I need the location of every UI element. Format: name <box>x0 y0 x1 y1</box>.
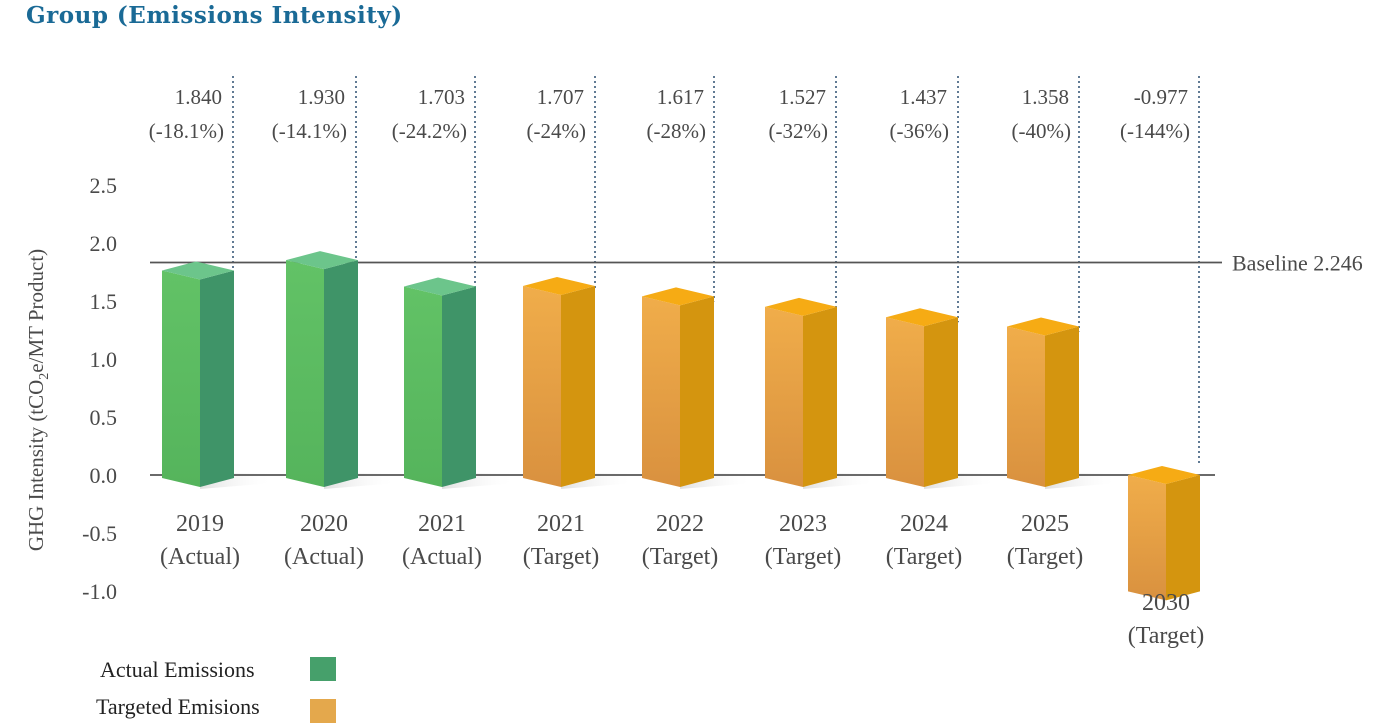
change-label: (-24%) <box>527 119 586 143</box>
guide-lines <box>232 76 1200 466</box>
value-label: 1.617 <box>657 85 704 109</box>
y-tick-label: -0.5 <box>82 521 117 546</box>
value-label: 1.840 <box>175 85 222 109</box>
y-tick-label: 1.5 <box>90 289 118 314</box>
bar-side <box>442 286 476 487</box>
bar-side <box>924 317 958 487</box>
category-year: 2022 <box>656 511 704 537</box>
change-label: (-36%) <box>890 119 949 143</box>
y-tick-label: -1.0 <box>82 579 117 604</box>
category-kind: (Target) <box>1007 544 1084 570</box>
y-tick-label: 2.0 <box>90 231 118 256</box>
y-axis: 2.5 2.0 1.5 1.0 0.5 0.0 -0.5 -1.0 <box>82 173 117 604</box>
value-label: 1.437 <box>900 85 947 109</box>
legend-label-targeted: Targeted Emisions <box>96 694 260 719</box>
category-year: 2025 <box>1021 511 1069 537</box>
bar <box>1007 317 1079 487</box>
category-kind: (Target) <box>765 544 842 570</box>
change-label: (-40%) <box>1012 119 1071 143</box>
bar-front <box>765 306 803 487</box>
category-kind: (Actual) <box>402 544 482 570</box>
y-tick-label: 2.5 <box>90 173 118 198</box>
bar-top <box>886 308 958 327</box>
category-kind: (Actual) <box>160 544 240 570</box>
bar-front <box>523 285 561 487</box>
bar <box>886 308 958 487</box>
bar <box>523 276 595 487</box>
chart-title: Group (Emissions Intensity) <box>26 2 403 29</box>
bar-front <box>404 286 442 487</box>
category-kind: (Target) <box>886 544 963 570</box>
bar-front <box>1007 326 1045 487</box>
bar-top <box>162 261 234 280</box>
change-label: (-18.1%) <box>149 119 224 143</box>
category-year: 2021 <box>537 511 585 537</box>
value-label: 1.703 <box>418 85 465 109</box>
category-kind: (Actual) <box>284 544 364 570</box>
change-label: (-144%) <box>1120 119 1190 143</box>
bar-side <box>680 296 714 487</box>
legend-swatch-targeted <box>310 699 336 723</box>
bar-side <box>324 260 358 487</box>
category-year: 2019 <box>176 511 224 537</box>
bar <box>286 251 358 487</box>
bar <box>1128 466 1200 601</box>
y-tick-label: 0.5 <box>90 405 118 430</box>
category-year: 2030 <box>1142 590 1190 616</box>
bar <box>642 287 714 487</box>
bar-front <box>286 260 324 487</box>
category-year: 2024 <box>900 511 948 537</box>
value-label: 1.358 <box>1022 85 1069 109</box>
bar-side <box>803 306 837 487</box>
bar-top <box>404 277 476 296</box>
bar-front <box>162 270 200 487</box>
change-label: (-24.2%) <box>392 119 467 143</box>
category-year: 2021 <box>418 511 466 537</box>
bar <box>162 261 234 487</box>
bar-front <box>642 296 680 487</box>
bar-top <box>1007 317 1079 336</box>
value-label: 1.707 <box>537 85 584 109</box>
bar-top <box>286 251 358 270</box>
bars <box>162 251 1200 601</box>
labels: 1.840 (-18.1%) 2019 (Actual) 1.930 (-14.1%) 20… <box>149 85 1204 649</box>
change-label: (-32%) <box>769 119 828 143</box>
bar <box>404 277 476 487</box>
bar-side <box>1045 326 1079 487</box>
y-axis-label: GHG Intensity (tCO2e/MT Product) <box>24 249 52 551</box>
bar <box>765 297 837 487</box>
category-year: 2020 <box>300 511 348 537</box>
legend-swatch-actual <box>310 657 336 681</box>
bar-top <box>642 287 714 306</box>
bar-top <box>1128 466 1200 484</box>
change-label: (-14.1%) <box>272 119 347 143</box>
y-tick-label: 0.0 <box>90 463 118 488</box>
bar-side <box>561 285 595 487</box>
legend-item-actual: Actual Emissions <box>100 657 255 683</box>
bar-top <box>523 276 595 295</box>
category-year: 2023 <box>779 511 827 537</box>
value-label: 1.930 <box>298 85 345 109</box>
bar-side <box>1166 475 1200 601</box>
change-label: (-28%) <box>647 119 706 143</box>
bar-front <box>1128 475 1166 601</box>
category-kind: (Target) <box>642 544 719 570</box>
bar-side <box>200 270 234 487</box>
bar-front <box>886 317 924 487</box>
legend-item-targeted: Targeted Emisions <box>96 694 260 720</box>
bar-top <box>765 297 837 316</box>
value-label: -0.977 <box>1134 85 1188 109</box>
value-label: 1.527 <box>779 85 826 109</box>
category-kind: (Target) <box>1128 623 1205 649</box>
legend-label-actual: Actual Emissions <box>100 657 255 682</box>
y-tick-label: 1.0 <box>90 347 118 372</box>
category-kind: (Target) <box>523 544 600 570</box>
baseline-label: Baseline 2.246 <box>1232 250 1363 275</box>
